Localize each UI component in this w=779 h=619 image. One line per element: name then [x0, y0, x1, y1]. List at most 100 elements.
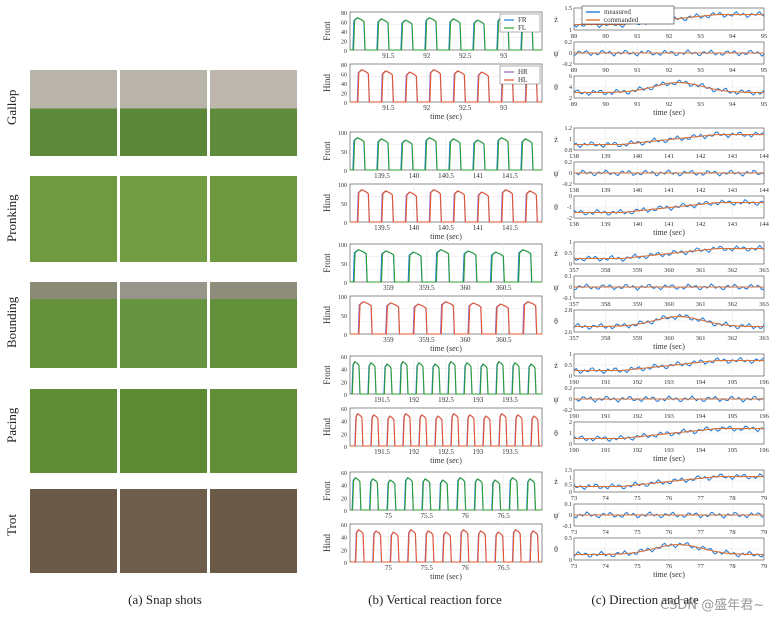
hind-axis-label: Hind [322, 418, 332, 437]
state-axis-label: θ [554, 545, 558, 554]
x-tick-label: 94 [729, 33, 736, 40]
x-tick-label: 361 [696, 301, 706, 308]
x-tick-label: 95 [761, 33, 768, 40]
x-tick-label: 75 [634, 495, 641, 502]
state-plot-trot: ż 0 0.5 1 1.5 73 74 75 76 77 78 79 ψ̇ -0.1 0 0.1 73 74 75 7… [548, 466, 770, 584]
x-tick-label: 93 [500, 52, 508, 60]
state-series-commanded [574, 316, 764, 328]
legend-label-FR: FR [518, 16, 527, 24]
y-tick-label: 60 [341, 407, 347, 413]
force-plot-pacing: Front 0 20 40 60 191.5 192 192.5 193 193.5 Hind 0 20… [318, 352, 548, 465]
x-tick-label: 89 [571, 33, 578, 40]
series-FL [350, 476, 542, 511]
y-tick-label: 0.5 [565, 483, 573, 489]
y-tick-label: 0 [344, 221, 347, 227]
y-tick-label: 0 [344, 281, 347, 287]
x-tick-label: 91 [634, 33, 641, 40]
snapshot-image [120, 489, 208, 573]
y-tick-label: -0.2 [563, 408, 573, 414]
y-tick-label: 0 [344, 393, 347, 399]
force-plot-trot: Front 0 20 40 60 75 75.5 76 76.5 Hind 0 20 40 60 75 75.… [318, 468, 548, 581]
y-tick-label: 0.2 [565, 160, 573, 166]
x-tick-label: 140 [632, 187, 642, 194]
x-tick-label: 360 [664, 301, 674, 308]
x-tick-label: 74 [602, 495, 609, 502]
state-plot-gallop: ż 1 1.5 89 90 91 92 93 94 95 ψ̇ -0.2 0 0.2 89 90 91 92 93 9… [548, 4, 770, 122]
x-tick-label: 361 [696, 335, 706, 342]
x-tick-label: 77 [697, 495, 704, 502]
snapshot-image [210, 176, 298, 262]
y-tick-label: 20 [341, 548, 347, 554]
snapshot-image [210, 489, 298, 573]
x-tick-label: 139 [601, 153, 611, 160]
x-tick-label: 141 [664, 153, 674, 160]
x-tick-label: 143 [727, 221, 737, 228]
y-tick-label: 60 [341, 355, 347, 361]
y-tick-label: 0 [569, 51, 572, 57]
x-tick-label: 360.5 [496, 284, 512, 292]
x-tick-label: 360 [460, 336, 471, 344]
legend-label-FL: FL [518, 24, 526, 32]
x-axis-label: time (sec) [430, 232, 462, 241]
state-series-measured [573, 244, 765, 262]
state-series-commanded [574, 360, 764, 372]
series-HL [350, 301, 542, 335]
x-tick-label: 359.5 [419, 336, 435, 344]
y-tick-label: 1.5 [565, 6, 573, 12]
y-tick-label: 20 [341, 40, 347, 46]
x-tick-label: 95 [761, 67, 768, 74]
state-series-measured [573, 473, 765, 491]
front-axis-label: Front [322, 141, 332, 161]
x-tick-label: 76 [462, 512, 470, 520]
y-tick-label: 0.5 [565, 363, 573, 369]
x-tick-label: 141 [473, 224, 484, 232]
y-tick-label: 60 [341, 523, 347, 529]
x-tick-label: 193 [664, 413, 674, 420]
y-tick-label: 1 [569, 475, 572, 481]
x-tick-label: 92 [666, 67, 673, 74]
y-tick-label: 50 [341, 262, 347, 268]
x-tick-label: 139 [601, 221, 611, 228]
x-axis-label: time (sec) [653, 454, 685, 463]
series-FL [350, 249, 542, 283]
x-tick-label: 357 [569, 267, 580, 274]
snapshot-image [120, 176, 208, 262]
state-series-commanded [574, 428, 764, 440]
series-HL [350, 189, 542, 223]
y-tick-label: 0 [344, 333, 347, 339]
caption-snapshots: (a) Snap shots [128, 592, 202, 607]
x-tick-label: 139.5 [374, 172, 390, 180]
y-tick-label: 0 [344, 101, 347, 107]
x-tick-label: 93 [697, 101, 704, 108]
x-tick-label: 194 [696, 447, 707, 454]
x-axis-label: time (sec) [430, 456, 462, 465]
force-plot-bounding: Front 0 50 100 359 359.5 360 360.5 Hind 0 50 100 359… [318, 240, 548, 353]
state-series-commanded [574, 544, 764, 556]
snapshot-image [210, 282, 298, 368]
plot-frame [349, 523, 543, 563]
x-tick-label: 363 [759, 301, 769, 308]
y-tick-label: 60 [341, 21, 347, 27]
x-tick-label: 138 [569, 153, 579, 160]
x-tick-label: 360 [460, 284, 471, 292]
x-tick-label: 191 [601, 413, 611, 420]
y-tick-label: 0.2 [565, 40, 573, 46]
x-tick-label: 193 [664, 379, 674, 386]
gait-label-bounding: Bounding [4, 296, 19, 348]
state-axis-label: ψ̇ [553, 511, 559, 520]
x-tick-label: 79 [761, 495, 768, 502]
snapshot-strip-gallop [30, 70, 298, 156]
x-tick-label: 141.5 [502, 172, 518, 180]
state-series-commanded [574, 82, 764, 94]
snapshot-image [120, 389, 208, 473]
snapshot-strip-bounding [30, 282, 298, 368]
y-tick-label: 0 [344, 445, 347, 451]
x-tick-label: 91 [634, 101, 641, 108]
gait-label-gallop: Gallop [4, 89, 19, 125]
x-tick-label: 95 [761, 101, 768, 108]
plot-frame [349, 243, 543, 283]
watermark: CSDN @盛年君~ [660, 598, 765, 613]
